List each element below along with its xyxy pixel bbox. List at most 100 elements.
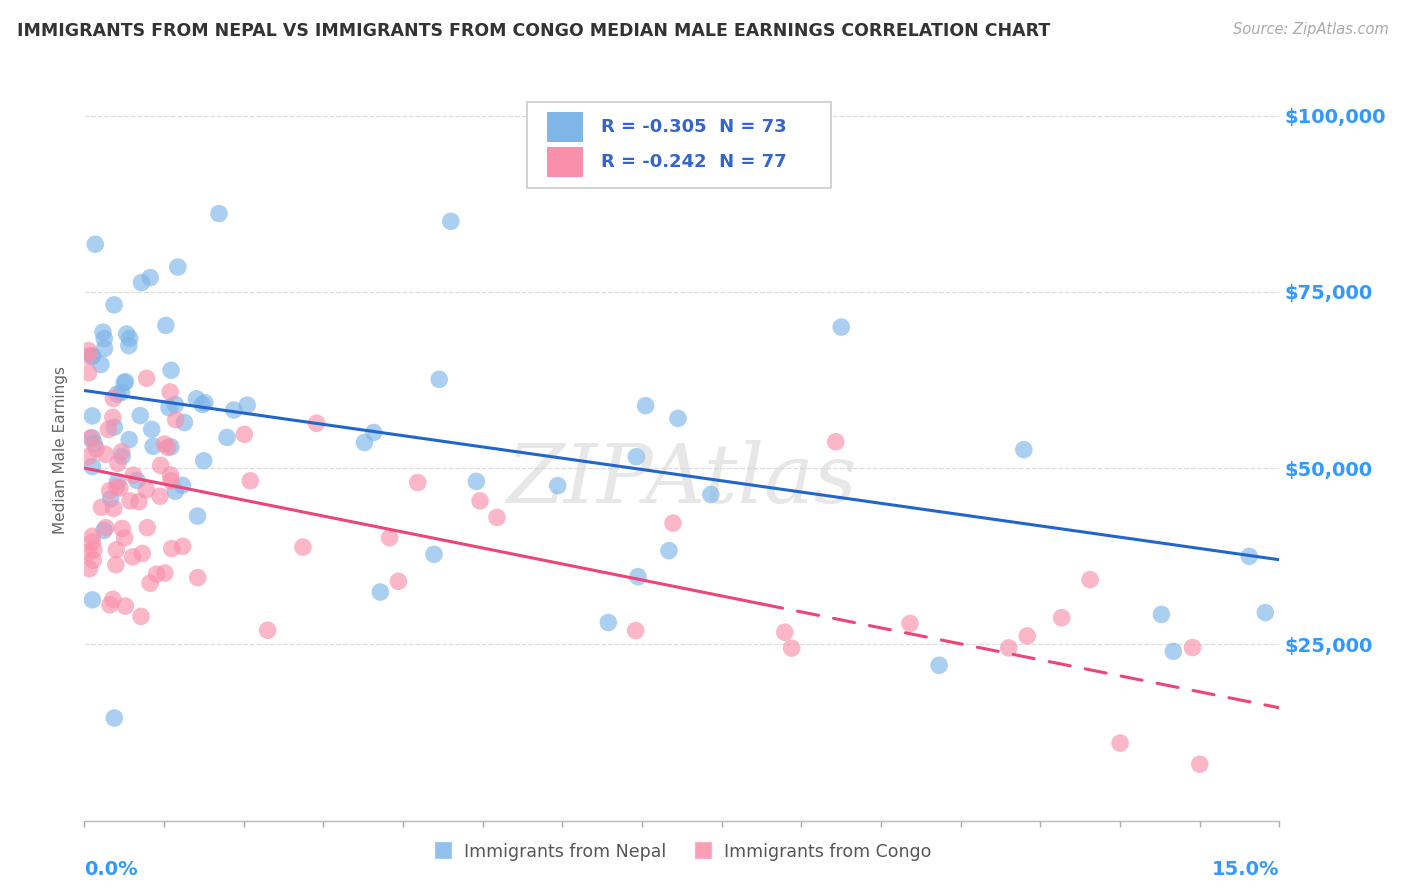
Point bbox=[378, 531, 401, 545]
Point bbox=[112, 376, 135, 390]
Point bbox=[468, 493, 491, 508]
Point bbox=[111, 450, 134, 464]
Point bbox=[1188, 757, 1211, 772]
Point bbox=[187, 571, 209, 585]
Point bbox=[191, 397, 214, 411]
Point bbox=[773, 625, 796, 640]
Point bbox=[139, 270, 162, 285]
Point bbox=[135, 483, 157, 497]
Point bbox=[79, 431, 101, 445]
Point bbox=[291, 540, 314, 554]
Point bbox=[93, 524, 115, 538]
Point bbox=[159, 467, 181, 482]
Point bbox=[128, 494, 150, 508]
Point bbox=[658, 543, 681, 558]
Point bbox=[186, 392, 208, 406]
Point bbox=[194, 396, 217, 410]
Point bbox=[160, 363, 183, 377]
Point bbox=[193, 454, 215, 468]
Point bbox=[131, 546, 153, 560]
Point bbox=[406, 475, 429, 490]
Point bbox=[98, 598, 121, 612]
Point bbox=[114, 599, 136, 614]
Point bbox=[627, 570, 650, 584]
Point bbox=[101, 410, 124, 425]
Point bbox=[83, 436, 105, 450]
Point bbox=[368, 585, 391, 599]
Point bbox=[103, 501, 125, 516]
FancyBboxPatch shape bbox=[527, 103, 831, 187]
Point bbox=[626, 450, 648, 464]
Point bbox=[111, 521, 134, 535]
Point bbox=[97, 423, 120, 437]
Text: R = -0.305  N = 73: R = -0.305 N = 73 bbox=[600, 118, 786, 136]
Point bbox=[547, 478, 569, 492]
Point bbox=[353, 435, 375, 450]
Point bbox=[82, 553, 104, 567]
Text: IMMIGRANTS FROM NEPAL VS IMMIGRANTS FROM CONGO MEDIAN MALE EARNINGS CORRELATION : IMMIGRANTS FROM NEPAL VS IMMIGRANTS FROM… bbox=[17, 22, 1050, 40]
Point bbox=[122, 468, 145, 483]
Point bbox=[90, 500, 112, 515]
Point bbox=[82, 529, 104, 543]
Point bbox=[165, 397, 187, 411]
Point bbox=[93, 332, 115, 346]
Point bbox=[157, 401, 180, 415]
Point bbox=[84, 237, 107, 252]
Point bbox=[103, 420, 125, 434]
Point bbox=[1150, 607, 1173, 622]
Point bbox=[142, 439, 165, 453]
Point bbox=[239, 474, 262, 488]
Point bbox=[108, 481, 131, 495]
Text: 0.0%: 0.0% bbox=[84, 860, 138, 879]
Point bbox=[82, 349, 104, 363]
Point bbox=[98, 483, 121, 498]
Text: ZIPAtlas: ZIPAtlas bbox=[506, 440, 858, 520]
Point bbox=[77, 343, 100, 358]
Point bbox=[101, 592, 124, 607]
Point bbox=[110, 385, 132, 400]
Point bbox=[387, 574, 409, 589]
Text: 15.0%: 15.0% bbox=[1212, 860, 1279, 879]
Point bbox=[824, 434, 846, 449]
Point bbox=[830, 320, 852, 334]
Point bbox=[898, 616, 921, 631]
Point bbox=[1078, 573, 1101, 587]
Point bbox=[423, 547, 446, 561]
Point bbox=[77, 366, 100, 380]
Point bbox=[91, 325, 114, 339]
Point bbox=[129, 409, 152, 423]
Point bbox=[165, 413, 187, 427]
FancyBboxPatch shape bbox=[547, 147, 582, 177]
Point bbox=[125, 474, 148, 488]
Point bbox=[115, 326, 138, 341]
Point bbox=[156, 441, 179, 455]
Point bbox=[160, 440, 183, 454]
Point bbox=[118, 494, 141, 508]
Point bbox=[135, 371, 157, 385]
Point bbox=[928, 658, 950, 673]
Point bbox=[82, 431, 104, 445]
Point bbox=[1239, 549, 1261, 564]
Point bbox=[136, 521, 159, 535]
Point bbox=[236, 398, 259, 412]
Point bbox=[172, 540, 194, 554]
Point bbox=[105, 542, 128, 557]
Point bbox=[79, 562, 101, 576]
Point bbox=[82, 535, 104, 549]
Point bbox=[624, 624, 647, 638]
Point bbox=[155, 318, 177, 333]
Y-axis label: Median Male Earnings: Median Male Earnings bbox=[53, 367, 69, 534]
Point bbox=[485, 510, 508, 524]
Point bbox=[159, 384, 181, 399]
Point bbox=[1012, 442, 1035, 457]
Point bbox=[139, 576, 162, 591]
Point bbox=[160, 541, 183, 556]
Point bbox=[90, 358, 112, 372]
Point bbox=[153, 437, 176, 451]
Point bbox=[105, 480, 128, 494]
Point bbox=[208, 206, 231, 220]
Point bbox=[215, 430, 238, 444]
Point bbox=[363, 425, 385, 440]
Point bbox=[100, 491, 122, 506]
Point bbox=[440, 214, 463, 228]
